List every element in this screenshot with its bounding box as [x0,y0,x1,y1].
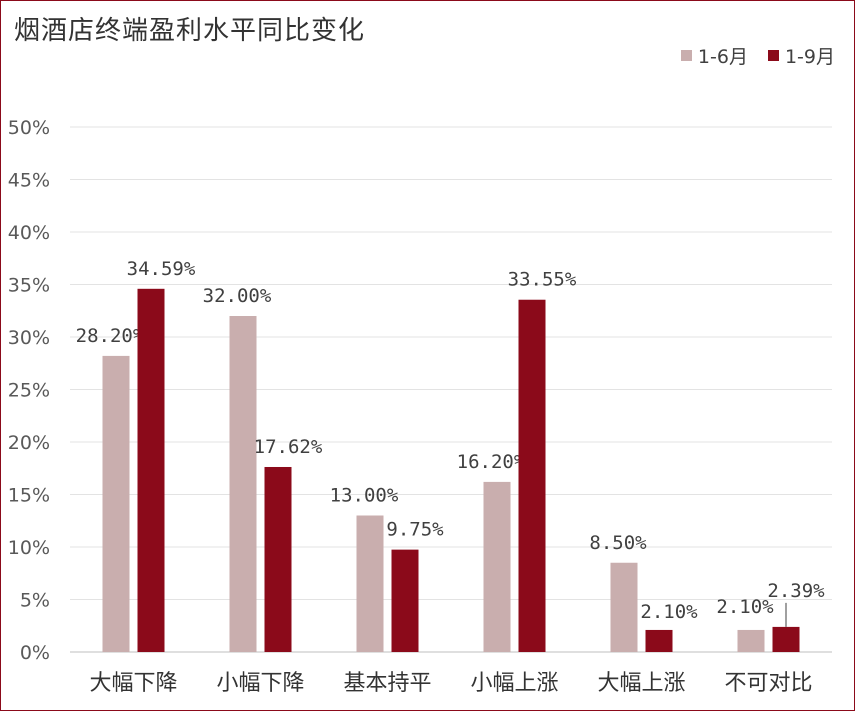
x-category-label: 小幅下降 [216,671,304,696]
x-category-label: 不可对比 [724,671,812,696]
legend: 1-6月 1-9月 [680,42,835,69]
chart-title: 烟酒店终端盈利水平同比变化 [14,16,366,46]
data-label: 13.00% [330,485,399,507]
bar-series-1 [102,355,130,652]
legend-label-series-2: 1-9月 [784,46,835,68]
bar-series-2 [137,288,165,652]
legend-item-series-1: 1-6月 [680,42,748,69]
y-tick-label: 20% [8,432,50,454]
data-label: 28.20% [76,325,145,347]
bar-series-1 [356,515,384,652]
x-category-label: 基本持平 [343,671,431,696]
bar-series-2 [391,549,419,652]
y-tick-label: 10% [8,537,50,559]
bar-series-2 [264,466,292,652]
y-tick-label: 40% [8,222,50,244]
legend-label-series-1: 1-6月 [697,46,748,68]
legend-item-series-2: 1-9月 [767,42,835,69]
x-category-label: 小幅上涨 [470,671,558,696]
data-label: 33.55% [508,269,577,291]
bar-series-1 [737,629,765,652]
data-label: 8.50% [589,532,647,554]
y-tick-label: 5% [20,590,50,612]
y-tick-label: 0% [20,642,50,664]
bar-series-1 [229,316,257,652]
data-label: 9.75% [386,519,444,541]
bar-series-2 [645,629,673,652]
legend-swatch-series-1 [680,50,692,61]
data-label: 16.20% [457,451,526,473]
x-category-label: 大幅下降 [89,671,177,696]
data-label: 34.59% [127,258,196,280]
bar-series-2 [772,626,800,652]
y-tick-label: 35% [8,275,50,297]
data-label: 2.39% [767,580,825,602]
y-tick-label: 45% [8,170,50,192]
y-tick-label: 50% [8,117,50,139]
legend-swatch-series-2 [767,50,779,61]
data-label: 32.00% [203,285,272,307]
y-tick-label: 30% [8,327,50,349]
y-tick-label: 25% [8,380,50,402]
y-tick-label: 15% [8,485,50,507]
x-category-label: 大幅上涨 [597,671,685,696]
data-label: 2.10% [716,596,774,618]
bar-series-1 [483,481,511,652]
data-label: 2.10% [640,601,698,623]
data-label: 17.62% [254,436,323,458]
bar-series-2 [518,299,546,652]
bar-series-1 [610,562,638,652]
